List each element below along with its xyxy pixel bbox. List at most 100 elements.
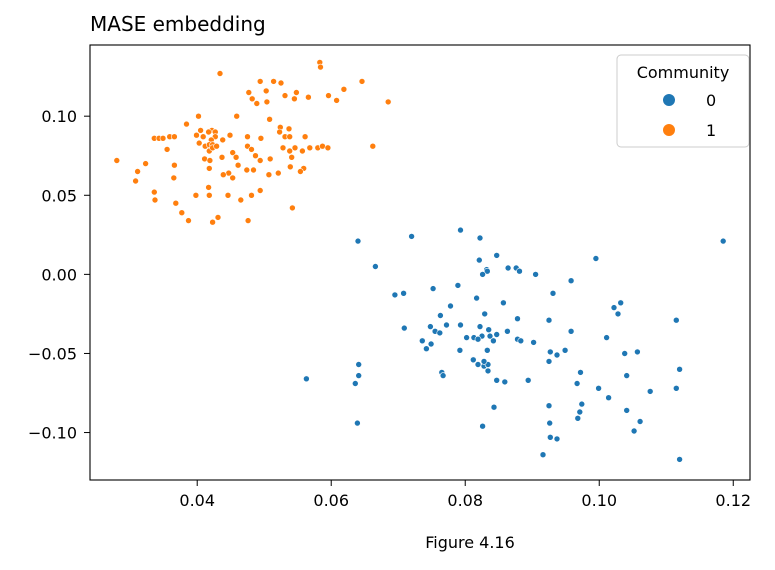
point-series-1-89 [134, 168, 141, 175]
point-series-1-78 [288, 154, 296, 161]
point-series-0-53 [517, 337, 525, 345]
point-series-0-68 [480, 358, 488, 365]
point-series-0-59 [546, 348, 554, 356]
x-tick-label-0: 0.04 [179, 491, 215, 510]
x-tick-label-1: 0.06 [313, 491, 349, 510]
point-series-0-58 [483, 346, 491, 354]
legend-marker-0 [663, 94, 675, 106]
point-series-0-17 [549, 289, 557, 297]
point-series-1-68 [218, 154, 226, 161]
point-series-0-94 [636, 418, 644, 425]
point-series-1-83 [220, 171, 227, 178]
point-series-1-67 [232, 154, 240, 161]
point-series-0-63 [634, 348, 641, 356]
point-series-0-21 [454, 282, 462, 289]
point-series-0-23 [473, 294, 480, 302]
point-series-0-92 [605, 394, 612, 402]
point-series-1-91 [170, 174, 178, 182]
point-series-0-29 [514, 315, 521, 323]
point-series-0-2 [457, 226, 464, 234]
point-series-1-18 [333, 97, 340, 104]
point-series-0-30 [545, 316, 553, 324]
point-series-1-98 [206, 192, 213, 199]
point-series-1-16 [263, 98, 271, 106]
legend-box [616, 54, 750, 148]
point-series-1-34 [244, 133, 251, 140]
point-series-1-107 [244, 217, 252, 224]
point-series-1-100 [256, 187, 264, 194]
point-series-0-87 [490, 403, 498, 411]
point-series-1-0 [216, 70, 224, 77]
point-series-0-1 [408, 233, 415, 240]
chart-title: MASE embedding [90, 12, 266, 36]
legend-marker-1 [663, 124, 675, 136]
point-series-0-19 [400, 289, 407, 297]
point-series-1-81 [250, 166, 257, 174]
point-series-0-84 [355, 372, 363, 379]
point-series-1-20 [195, 112, 202, 120]
point-series-1-82 [225, 169, 232, 177]
point-series-1-74 [142, 160, 149, 167]
point-series-1-103 [178, 209, 186, 216]
point-series-0-65 [474, 361, 482, 368]
point-series-1-72 [171, 161, 178, 169]
point-series-1-7 [340, 86, 348, 93]
point-series-0-22 [447, 302, 454, 310]
point-series-0-56 [427, 340, 435, 348]
point-series-0-4 [719, 237, 727, 245]
point-series-1-44 [159, 135, 167, 142]
point-series-0-31 [614, 310, 622, 318]
point-series-1-73 [113, 157, 121, 164]
point-series-0-41 [486, 332, 494, 340]
x-tick-label-4: 0.12 [715, 491, 751, 510]
point-series-1-5 [358, 78, 366, 85]
point-series-0-89 [578, 400, 586, 408]
point-series-1-80 [243, 166, 251, 174]
y-tick-label-4: 0.10 [41, 107, 77, 126]
y-axis: −0.10 −0.05 0.00 0.05 0.10 [28, 107, 90, 443]
point-series-1-19 [384, 98, 392, 106]
axes-frame [89, 44, 751, 481]
point-series-1-21 [233, 112, 240, 120]
point-series-0-71 [493, 376, 501, 384]
x-tick-label-2: 0.08 [447, 491, 483, 510]
point-series-0-100 [630, 427, 638, 435]
point-series-1-13 [325, 92, 332, 99]
point-series-0-45 [567, 327, 575, 335]
point-series-1-37 [276, 128, 283, 136]
point-series-1-93 [205, 184, 212, 191]
point-series-1-33 [226, 131, 234, 139]
point-series-1-86 [286, 163, 294, 171]
point-series-1-8 [245, 89, 253, 96]
point-series-1-65 [369, 142, 377, 150]
point-series-0-6 [493, 252, 501, 259]
point-series-1-64 [324, 144, 332, 152]
point-series-1-66 [229, 149, 236, 156]
legend: Community 0 1 [616, 54, 750, 148]
legend-title: Community [637, 63, 730, 82]
point-series-1-104 [185, 217, 192, 224]
point-series-0-72 [501, 378, 509, 386]
point-series-1-38 [285, 125, 293, 133]
point-series-0-15 [532, 271, 539, 278]
point-series-0-77 [623, 372, 631, 379]
point-series-1-25 [193, 131, 200, 139]
point-series-1-14 [248, 95, 256, 103]
point-series-1-101 [237, 196, 245, 204]
point-series-0-12 [479, 271, 486, 278]
y-tick-label-3: 0.05 [41, 186, 77, 205]
point-series-1-99 [248, 192, 255, 199]
point-series-1-3 [256, 78, 264, 85]
point-series-0-11 [504, 264, 512, 272]
x-tick-label-3: 0.10 [581, 491, 617, 510]
point-series-1-95 [151, 188, 158, 196]
point-series-1-17 [291, 95, 298, 103]
point-series-1-108 [289, 204, 296, 212]
point-series-1-23 [183, 120, 190, 128]
point-series-0-62 [621, 350, 629, 357]
point-series-0-98 [546, 433, 554, 441]
point-series-0-24 [500, 299, 507, 307]
legend-label-1: 1 [706, 121, 716, 140]
point-series-0-57 [456, 346, 464, 354]
